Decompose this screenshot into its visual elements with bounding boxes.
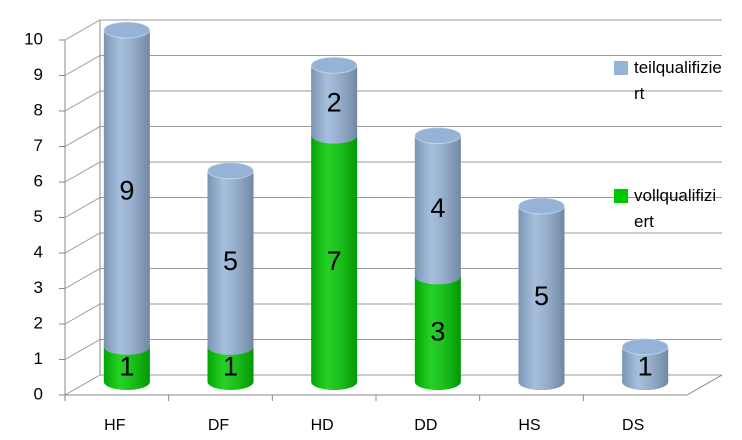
y-tick-label: 1 — [34, 349, 43, 368]
grid-line — [64, 303, 722, 325]
grid-line — [64, 90, 722, 112]
x-tick-label: DD — [414, 417, 437, 434]
data-label: 9 — [119, 176, 134, 206]
legend-swatch — [614, 189, 628, 203]
data-label: 2 — [327, 88, 342, 118]
y-tick-label: 2 — [34, 313, 43, 332]
bar — [414, 127, 461, 285]
bar — [414, 268, 461, 390]
y-tick-label: 5 — [34, 207, 43, 226]
data-label: 1 — [119, 352, 134, 382]
grid-line — [64, 55, 722, 76]
legend-item: vollqualifiziert — [614, 183, 722, 235]
x-tick-label: DS — [622, 417, 644, 434]
x-tick-label: HS — [518, 417, 540, 434]
data-label: 4 — [430, 193, 445, 223]
bar-top — [207, 162, 254, 180]
bar-shade — [414, 127, 461, 285]
y-tick-label: 6 — [34, 171, 43, 190]
bar-shade — [311, 127, 358, 390]
bar-top — [621, 338, 669, 356]
bar-top — [414, 127, 462, 145]
y-tick-label: 3 — [34, 278, 43, 297]
bar — [311, 127, 358, 390]
data-label: 1 — [223, 352, 238, 382]
y-tick-label: 10 — [24, 29, 43, 48]
bar-top — [103, 21, 151, 39]
y-tick-label: 4 — [34, 242, 43, 261]
data-label: 5 — [223, 246, 238, 276]
grid-line — [64, 232, 722, 254]
grid-line — [64, 339, 722, 360]
x-tick-label: HD — [311, 417, 334, 434]
y-tick-label: 0 — [34, 384, 43, 403]
bar-top — [310, 56, 358, 74]
bar — [311, 57, 358, 144]
y-tick-label: 9 — [34, 65, 43, 84]
x-tick-label: DF — [208, 417, 230, 434]
data-label: 1 — [638, 352, 653, 382]
grid-line — [64, 374, 722, 396]
data-label: 3 — [430, 316, 445, 346]
grid-line — [64, 19, 722, 41]
grid-line — [64, 161, 722, 183]
legend-label: teilqualifiziert — [634, 58, 722, 103]
x-tick-label: HF — [104, 417, 126, 434]
legend-label: vollqualifiziert — [634, 186, 717, 231]
grid-line — [64, 268, 722, 289]
data-label: 7 — [327, 246, 342, 276]
legend-swatch — [614, 61, 628, 75]
grid-line — [64, 126, 722, 147]
bar-shade — [103, 22, 150, 355]
bar-shade — [518, 198, 565, 390]
bar-shade — [207, 162, 254, 355]
bar — [207, 162, 254, 355]
bar-top — [518, 197, 565, 215]
data-label: 5 — [534, 281, 549, 311]
bar-shade — [414, 268, 461, 390]
bar — [518, 198, 565, 390]
grid-line — [64, 197, 722, 218]
legend-item: teilqualifiziert — [614, 55, 722, 107]
bar-shade — [311, 57, 358, 144]
y-tick-label: 7 — [34, 136, 43, 155]
y-tick-label: 8 — [34, 100, 43, 119]
bar — [103, 22, 150, 355]
